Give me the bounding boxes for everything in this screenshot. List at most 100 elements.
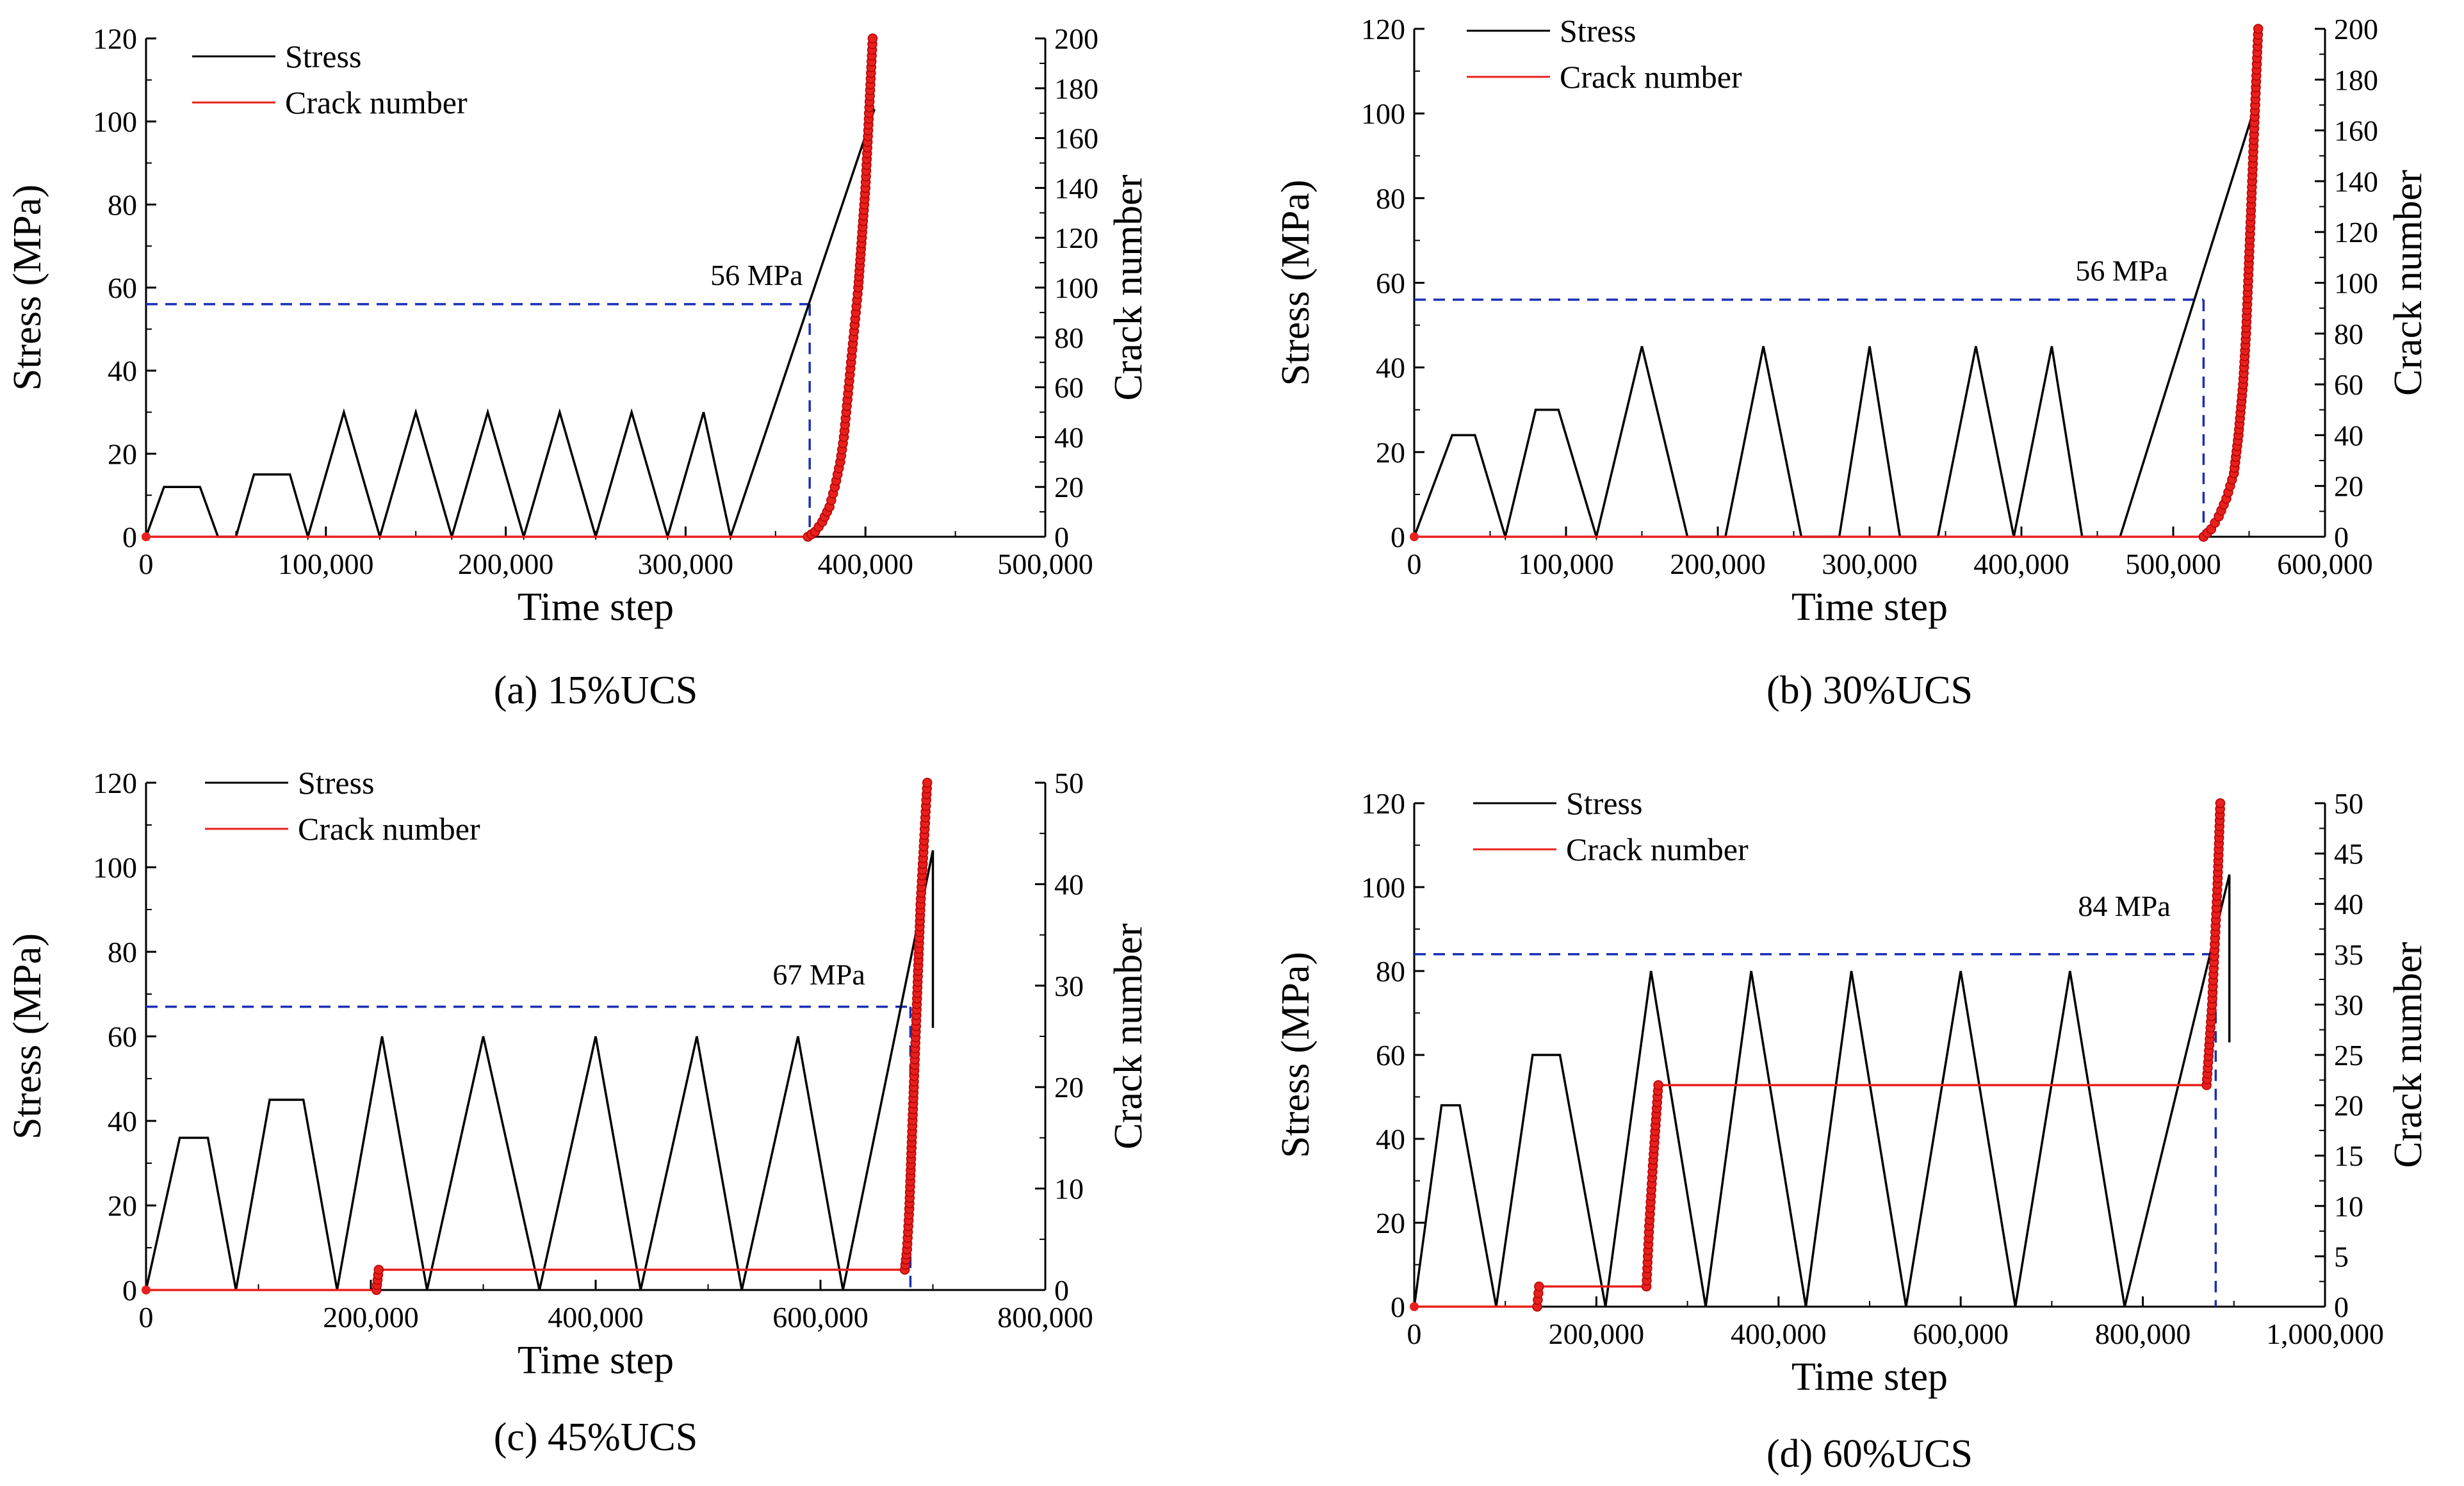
x-tick-label: 600,000 xyxy=(2277,548,2373,580)
y-tick-label: 80 xyxy=(108,188,137,221)
y2-tick-label: 30 xyxy=(2334,988,2363,1021)
x-tick-label: 100,000 xyxy=(1518,548,1614,580)
x-tick-label: 200,000 xyxy=(1670,548,1766,580)
x-tick-label: 800,000 xyxy=(997,1301,1093,1334)
y2-tick-label: 10 xyxy=(2334,1190,2363,1223)
y-tick-label: 60 xyxy=(108,272,137,304)
crack-point xyxy=(2253,24,2264,34)
y2-tick-label: 50 xyxy=(1054,767,1084,799)
y-tick-label: 60 xyxy=(1376,1039,1405,1072)
panel-d-60ucs: 0 200,000 400,000 600,000 800,000 1,000,00002… xyxy=(1274,785,2430,1476)
y2-axis-label-d: Crack number xyxy=(2386,942,2430,1168)
caption-a: (a) 15%UCS xyxy=(494,669,698,712)
y-tick-label: 120 xyxy=(93,767,137,799)
x-tick-label: 100,000 xyxy=(278,548,374,580)
y2-tick-label: 120 xyxy=(1054,222,1098,254)
y2-tick-label: 0 xyxy=(1054,1274,1069,1307)
x-axis-label-d: Time step xyxy=(1791,1355,1948,1399)
y2-tick-label: 180 xyxy=(2334,63,2378,96)
y2-tick-label: 120 xyxy=(2334,216,2378,249)
y-tick-label: 100 xyxy=(1361,871,1405,904)
y-tick-label: 0 xyxy=(122,521,137,553)
x-tick-label: 300,000 xyxy=(1822,548,1918,580)
y2-tick-label: 10 xyxy=(1054,1173,1084,1205)
y2-tick-label: 20 xyxy=(1054,471,1084,503)
y-tick-label: 100 xyxy=(93,851,137,884)
y-tick-label: 120 xyxy=(93,22,137,55)
crack-point xyxy=(373,1264,384,1275)
panel-c-45ucs: 0 200,000 400,000 600,000 800,00002040608010… xyxy=(6,765,1150,1459)
x-tick-label: 400,000 xyxy=(1731,1318,1827,1350)
stress-series-line xyxy=(1413,874,2231,1307)
threshold-label-c: 67 MPa xyxy=(772,958,865,991)
threshold-label-b: 56 MPa xyxy=(2075,254,2167,287)
y-tick-label: 0 xyxy=(1391,521,1405,553)
threshold-label-d: 84 MPa xyxy=(2078,890,2170,922)
y2-tick-label: 80 xyxy=(1054,322,1084,354)
y-axis-label-d: Stress (MPa) xyxy=(1274,952,1318,1158)
crack-point xyxy=(1534,1281,1544,1292)
y2-tick-label: 40 xyxy=(2334,419,2363,452)
crack-point xyxy=(1653,1080,1663,1090)
y2-tick-label: 15 xyxy=(2334,1139,2363,1172)
legend-stress-label: Stress xyxy=(298,765,374,801)
x-tick-label: 0 xyxy=(1407,548,1422,580)
x-tick-label: 200,000 xyxy=(323,1301,419,1334)
x-tick-label: 400,000 xyxy=(817,548,913,580)
stress-series-line xyxy=(145,108,876,541)
x-tick-label: 300,000 xyxy=(638,548,734,580)
crack-point xyxy=(2215,798,2226,808)
x-tick-label: 400,000 xyxy=(1973,548,2069,580)
crack-series-line xyxy=(146,782,929,1291)
x-axis-label-b: Time step xyxy=(1791,585,1948,629)
y2-tick-label: 0 xyxy=(2334,1291,2349,1323)
y-tick-label: 40 xyxy=(108,355,137,388)
legend-crack-label: Crack number xyxy=(1560,59,1742,95)
x-tick-label: 800,000 xyxy=(2095,1318,2191,1350)
y2-tick-label: 20 xyxy=(1054,1071,1084,1104)
caption-d: (d) 60%UCS xyxy=(1766,1432,1973,1476)
y-tick-label: 20 xyxy=(108,437,137,470)
legend-stress-label: Stress xyxy=(1560,13,1636,49)
y-tick-label: 40 xyxy=(1376,352,1405,384)
y2-tick-label: 50 xyxy=(2334,787,2363,820)
y2-tick-label: 140 xyxy=(2334,165,2378,198)
y2-tick-label: 160 xyxy=(2334,115,2378,147)
crack-point xyxy=(1410,1302,1419,1311)
y2-tick-label: 80 xyxy=(2334,318,2363,350)
x-tick-label: 500,000 xyxy=(2125,548,2221,580)
y2-tick-label: 60 xyxy=(2334,368,2363,401)
y-tick-label: 120 xyxy=(1361,787,1405,820)
y2-tick-label: 35 xyxy=(2334,938,2363,971)
y2-axis-label-b: Crack number xyxy=(2386,170,2430,396)
stress-series-line xyxy=(145,850,934,1291)
y-tick-label: 120 xyxy=(1361,13,1405,45)
x-tick-label: 0 xyxy=(139,548,154,580)
legend-crack-label: Crack number xyxy=(285,85,468,120)
legend-c: Stress Crack number xyxy=(205,765,480,847)
x-tick-label: 600,000 xyxy=(772,1301,869,1334)
y-tick-label: 40 xyxy=(1376,1123,1405,1155)
x-tick-label: 0 xyxy=(139,1301,154,1334)
caption-b: (b) 30%UCS xyxy=(1766,669,1973,712)
y2-tick-label: 5 xyxy=(2334,1240,2349,1273)
y2-tick-label: 40 xyxy=(1054,868,1084,901)
y-tick-label: 80 xyxy=(1376,955,1405,988)
legend-b: Stress Crack number xyxy=(1467,13,1742,95)
y2-tick-label: 160 xyxy=(1054,122,1098,155)
y2-tick-label: 140 xyxy=(1054,172,1098,204)
y-tick-label: 20 xyxy=(1376,1207,1405,1239)
x-axis-label-a: Time step xyxy=(518,585,674,629)
x-tick-label: 600,000 xyxy=(1913,1318,2009,1350)
y-tick-label: 60 xyxy=(1376,267,1405,300)
y2-tick-label: 40 xyxy=(1054,421,1084,453)
y2-tick-label: 200 xyxy=(2334,13,2378,45)
y2-tick-label: 45 xyxy=(2334,838,2363,870)
y-tick-label: 0 xyxy=(122,1274,137,1307)
panel-b-30ucs: 0 100,000 200,000 300,000 400,000 500,000 600,… xyxy=(1274,13,2430,712)
y2-axis-label-a: Crack number xyxy=(1107,174,1150,400)
y2-tick-label: 60 xyxy=(1054,372,1084,404)
y-tick-label: 0 xyxy=(1391,1291,1405,1323)
x-tick-label: 500,000 xyxy=(997,548,1093,580)
y2-tick-label: 100 xyxy=(2334,267,2378,300)
